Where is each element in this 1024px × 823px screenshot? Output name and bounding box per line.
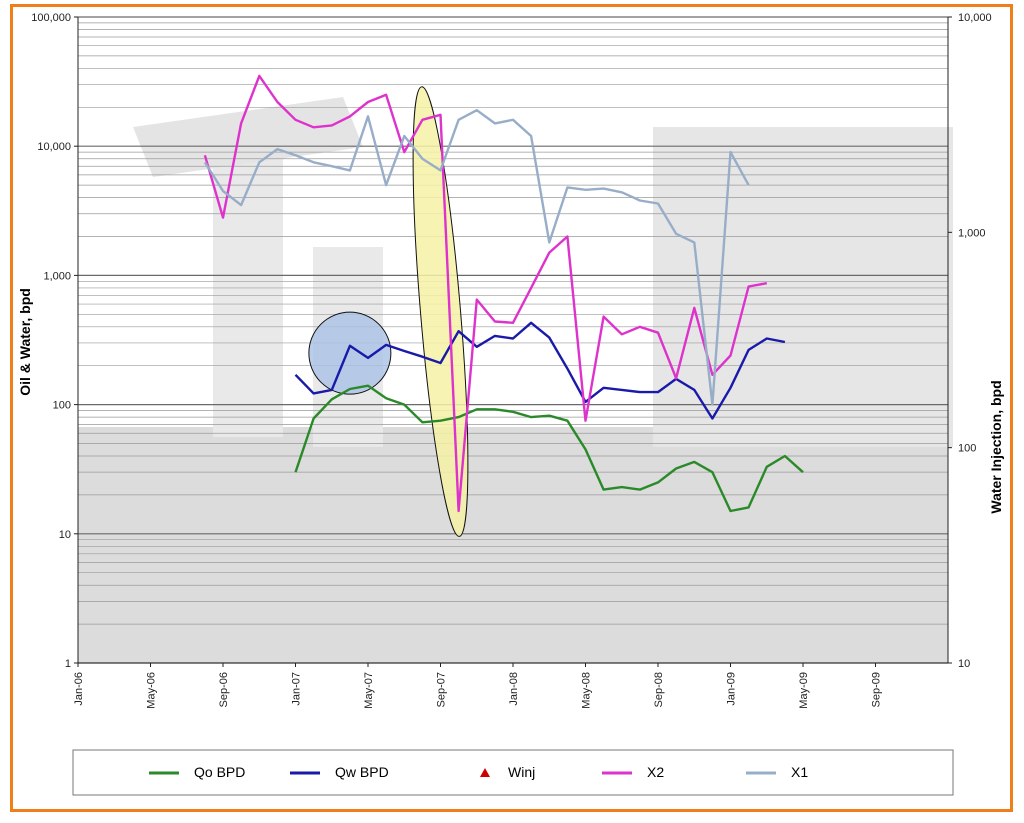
- highlight-circle: [308, 311, 392, 395]
- y-right-tick-label: 100: [958, 443, 976, 455]
- y-right-tick-label: 10: [958, 658, 970, 670]
- x-tick-label: May-09: [798, 672, 810, 709]
- chart-background: [78, 17, 953, 663]
- series-line-x2: [203, 74, 768, 513]
- y-right-tick-label: 10,000: [958, 12, 992, 24]
- x-tick-label: May-07: [363, 672, 375, 709]
- y-right-tick-label: 1,000: [958, 227, 986, 239]
- legend-label: Qw BPD: [335, 764, 389, 780]
- x-tick-label: Sep-06: [218, 672, 230, 707]
- legend-label: X2: [647, 764, 664, 780]
- legend-box: [72, 749, 954, 796]
- series-lines: [203, 74, 804, 513]
- legend-label: Winj: [508, 764, 535, 780]
- background-pump-post: [213, 117, 283, 437]
- legend-label: Qo BPD: [194, 764, 245, 780]
- production-chart: 1 10 100 1,000 10,000 100,000 10 100 1,000 10,000…: [17, 12, 1004, 796]
- chart-frame: 1 10 100 1,000 10,000 100,000 10 100 1,000 10,000…: [10, 4, 1013, 812]
- x-tick-label: Jan-08: [508, 672, 520, 706]
- series-line-qw-bpd: [294, 321, 786, 420]
- series-line-qo-bpd: [294, 384, 804, 513]
- legend-label: X1: [791, 764, 808, 780]
- x-tick-label: Jan-06: [73, 672, 85, 706]
- x-tick-label: Sep-08: [653, 672, 665, 707]
- x-tick-label: Sep-09: [871, 672, 883, 707]
- y-left-tick-label: 10: [59, 529, 71, 541]
- x-tick-label: Jan-07: [291, 672, 303, 706]
- background-walking-beam: [133, 97, 363, 177]
- series-line-x1: [203, 108, 750, 406]
- x-tick-label: Sep-07: [436, 672, 448, 707]
- axes: 1 10 100 1,000 10,000 100,000 10 100 1,000 10,000…: [31, 12, 991, 709]
- legend: Qo BPD Qw BPD Winj X2 X1: [72, 749, 954, 796]
- background-tank: [653, 127, 953, 447]
- x-tick-label: May-08: [581, 672, 593, 709]
- y-left-tick-label: 1,000: [43, 270, 71, 282]
- y-left-tick-label: 100: [53, 400, 71, 412]
- legend-marker: [480, 768, 490, 777]
- y-left-axis-title: Oil & Water, bpd: [17, 288, 33, 396]
- x-tick-label: Jan-09: [726, 672, 738, 706]
- y-left-tick-label: 1: [65, 658, 71, 670]
- x-tick-label: May-06: [146, 672, 158, 709]
- y-right-axis-title: Water Injection, bpd: [988, 380, 1004, 513]
- y-left-tick-label: 10,000: [37, 141, 71, 153]
- background-ground: [78, 427, 948, 663]
- y-left-tick-label: 100,000: [31, 12, 71, 24]
